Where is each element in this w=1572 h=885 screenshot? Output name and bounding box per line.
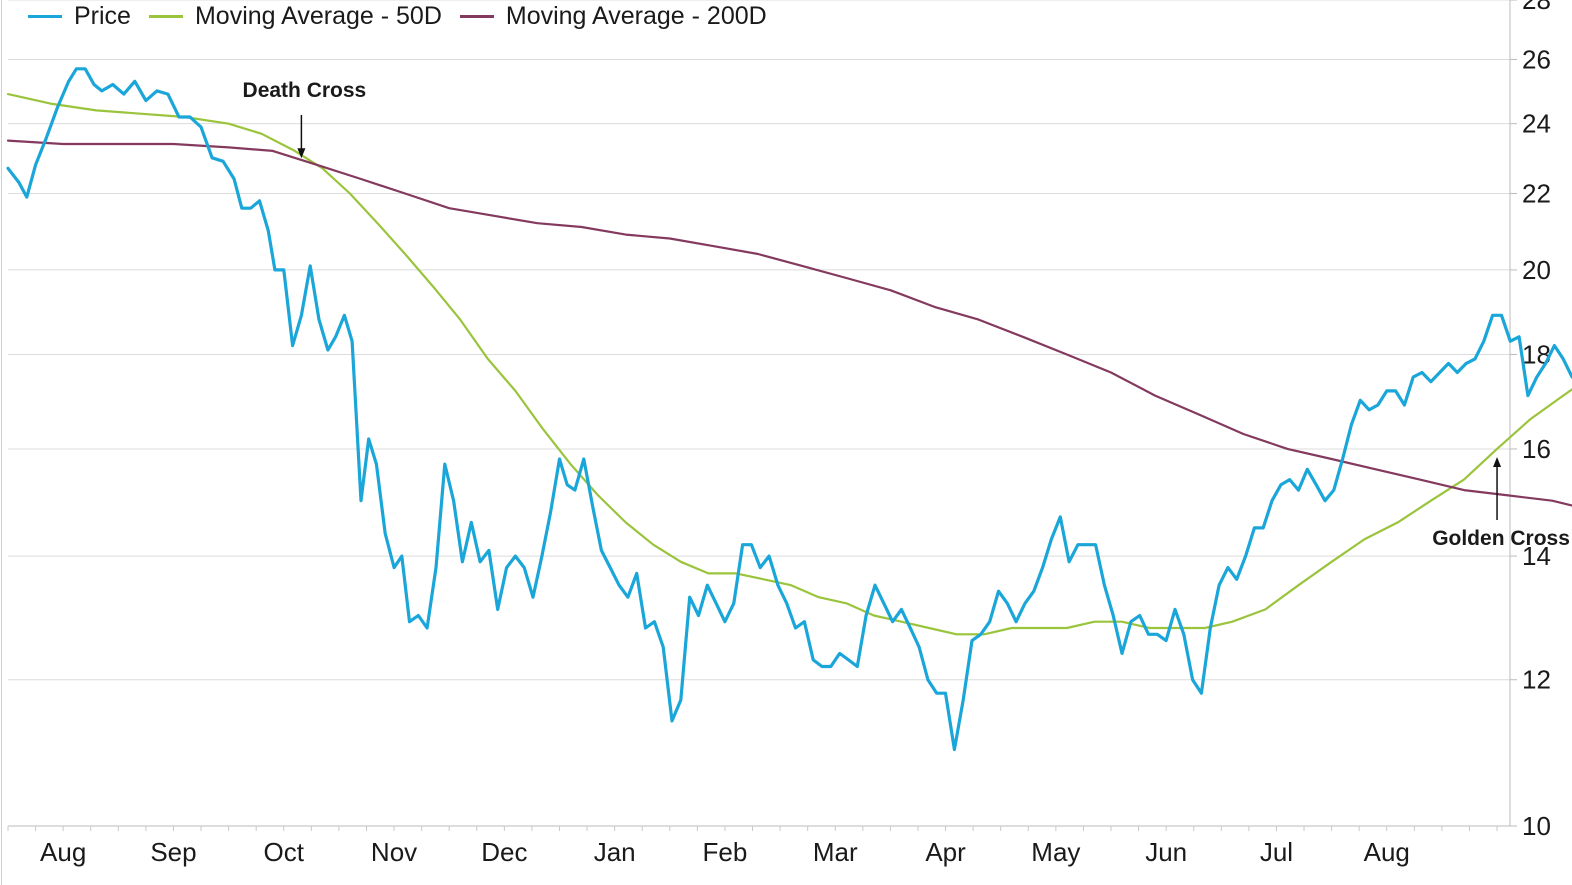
legend-swatch-price xyxy=(28,15,62,18)
x-tick-label-11: Jul xyxy=(1260,837,1293,867)
y-tick-label-28: 28 xyxy=(1522,0,1551,15)
y-tick-label-24: 24 xyxy=(1522,109,1551,139)
legend-label-price: Price xyxy=(74,2,131,30)
x-tick-label-12: Aug xyxy=(1364,837,1410,867)
y-tick-label-12: 12 xyxy=(1522,665,1551,695)
legend-swatch-ma50 xyxy=(148,15,183,18)
legend-label-ma200: Moving Average - 200D xyxy=(505,2,767,30)
y-tick-label-16: 16 xyxy=(1522,434,1551,464)
annotations: Death Cross Golden Cross xyxy=(243,79,1570,550)
y-tick-label-22: 22 xyxy=(1522,178,1551,208)
x-tick-label-4: Dec xyxy=(481,837,527,867)
y-axis-ticks: 10 12 14 16 18 20 22 24 26 28 xyxy=(1510,0,1551,841)
legend-item-ma200: Moving Average - 200D xyxy=(459,2,767,31)
annotation-golden-cross-label: Golden Cross xyxy=(1432,527,1570,550)
x-tick-label-3: Nov xyxy=(371,837,417,867)
y-tick-label-18: 18 xyxy=(1522,339,1551,369)
legend-item-ma50: Moving Average - 50D xyxy=(148,2,442,31)
annotation-golden-cross-arrowhead xyxy=(1493,456,1502,467)
series-line-1 xyxy=(6,93,1572,636)
y-tick-label-26: 26 xyxy=(1522,44,1551,74)
x-tick-label-10: Jun xyxy=(1145,837,1187,867)
x-tick-label-7: Mar xyxy=(813,837,858,867)
series-line-0 xyxy=(6,67,1572,752)
series-lines xyxy=(6,67,1572,752)
x-tick-label-6: Feb xyxy=(703,837,748,867)
x-tick-label-1: Sep xyxy=(150,837,196,867)
legend-label-ma50: Moving Average - 50D xyxy=(194,2,442,30)
legend-item-price: Price xyxy=(28,2,131,31)
x-tick-label-8: Apr xyxy=(925,837,966,867)
x-tick-label-9: May xyxy=(1031,837,1080,867)
gridlines xyxy=(8,0,1510,681)
annotation-death-cross-label: Death Cross xyxy=(243,79,367,102)
x-tick-label-5: Jan xyxy=(594,837,636,867)
x-tick-label-2: Oct xyxy=(264,837,305,867)
legend-swatch-ma200 xyxy=(459,15,494,18)
x-tick-label-0: Aug xyxy=(40,837,86,867)
y-tick-label-14: 14 xyxy=(1522,541,1551,571)
y-tick-label-20: 20 xyxy=(1522,255,1551,285)
series-line-2 xyxy=(6,139,1572,507)
annotation-death-cross-arrowhead xyxy=(297,148,306,159)
y-tick-label-10: 10 xyxy=(1522,811,1551,841)
axes xyxy=(1,0,1511,885)
legend: Price Moving Average - 50D Moving Averag… xyxy=(28,2,767,31)
x-axis-ticks: Aug Sep Oct Nov Dec Jan Feb Mar Apr May Jun Jul Aug xyxy=(7,826,1498,867)
